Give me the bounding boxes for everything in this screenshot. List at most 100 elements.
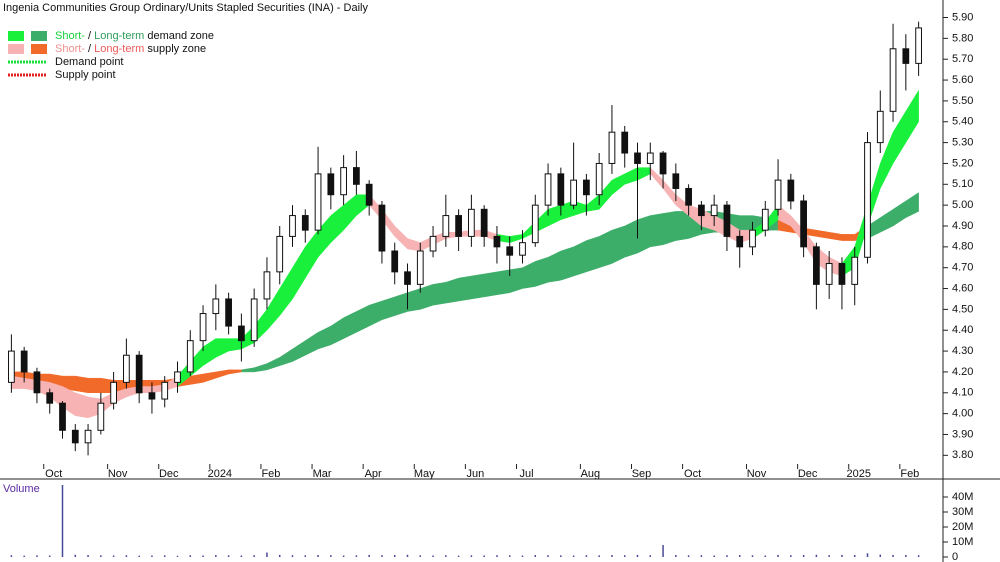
candle-body (340, 167, 347, 196)
candle-body (455, 215, 462, 237)
candle-body (378, 204, 386, 252)
y-tick-label: 4.30 (952, 345, 973, 357)
candle-body (314, 173, 322, 231)
volume-bar (764, 555, 767, 557)
volume-bar (23, 555, 25, 557)
candle-body (749, 229, 756, 248)
candle-body (276, 235, 284, 273)
candle-body (787, 179, 795, 202)
legend-swatch (31, 44, 47, 54)
y-tick-label: 40M (952, 491, 973, 503)
x-tick-label: Oct (45, 468, 62, 480)
candle-body (685, 187, 692, 206)
y-tick-label: 5.90 (952, 11, 973, 23)
candle-body (174, 371, 181, 383)
volume-bar (866, 553, 869, 557)
candle-body (135, 354, 143, 394)
y-tick-label: 4.90 (952, 220, 973, 232)
candle-body (468, 208, 475, 237)
y-tick-label: 5.20 (952, 157, 973, 169)
candle-body (46, 392, 54, 404)
volume-bar (496, 555, 498, 557)
candle-body (889, 48, 897, 112)
candle-body (148, 392, 156, 400)
x-tick-label: 2025 (846, 468, 870, 480)
volume-bar (726, 555, 728, 557)
candle-body (544, 173, 552, 206)
volume-bar (598, 555, 600, 557)
candle-body (531, 204, 539, 244)
volume-bar (815, 554, 818, 557)
volume-bar (560, 555, 562, 557)
volume-bar (163, 555, 166, 557)
legend-demand: Short- / Long-term demand zone (55, 30, 214, 42)
candle-body (710, 204, 718, 217)
volume-bar (879, 554, 882, 557)
volume-bar (521, 555, 524, 557)
volume-bar (368, 554, 370, 557)
x-tick-label: Nov (747, 468, 767, 480)
candle-body (263, 271, 271, 300)
x-tick-label: Mar (313, 468, 332, 480)
volume-bar (905, 555, 907, 557)
volume-bar (151, 555, 153, 557)
y-tick-label: 4.00 (952, 408, 973, 420)
legend-text: demand zone (147, 30, 214, 42)
volume-bar (138, 555, 140, 557)
volume-bar (342, 555, 345, 557)
volume-bar (227, 555, 230, 557)
volume-bar (508, 555, 511, 557)
volume-bar (585, 555, 588, 557)
volume-bar (61, 485, 64, 557)
candle-body (71, 429, 79, 444)
volume-bar (687, 555, 690, 557)
candle-body (250, 298, 258, 342)
candle-body (659, 152, 667, 175)
y-tick-label: 10M (952, 536, 973, 548)
candle-body (621, 131, 629, 154)
volume-bar (636, 554, 639, 557)
volume-bar (253, 555, 255, 557)
legend-text: Long-term (94, 30, 144, 42)
candle-body (353, 167, 360, 185)
candle-body (800, 200, 807, 248)
y-tick-label: 3.90 (952, 428, 973, 440)
volume-bar (445, 555, 447, 557)
zone (867, 192, 919, 239)
volume-bar (381, 555, 383, 557)
volume-bar (215, 555, 217, 557)
candle-body (838, 263, 846, 285)
candle-body (97, 402, 105, 431)
x-tick-label: Jun (467, 468, 485, 480)
volume-bar (278, 554, 281, 557)
volume-bar (125, 555, 128, 557)
volume-bar (406, 554, 409, 557)
candle-body (698, 204, 705, 217)
y-tick-label: 3.80 (952, 449, 973, 461)
legend: Short- / Long-term demand zone Short- / … (55, 30, 214, 81)
volume-bar (112, 555, 115, 557)
volume-bar (828, 555, 830, 557)
candle-body (199, 313, 207, 342)
candle-body (851, 256, 859, 285)
candle-body (84, 429, 92, 444)
y-tick-label: 4.70 (952, 262, 973, 274)
candle-body (915, 27, 922, 64)
candle-body (429, 235, 437, 252)
volume-bar (790, 555, 792, 557)
volume-bar (317, 555, 319, 557)
legend-text: / (88, 43, 92, 55)
candle-body (186, 340, 194, 373)
volume-bar (48, 555, 51, 557)
volume-bar (266, 552, 268, 557)
volume-label: Volume (3, 483, 40, 495)
y-tick-label: 5.00 (952, 199, 973, 211)
candle-body (493, 235, 501, 248)
volume-bar (419, 555, 422, 557)
volume-bar (330, 555, 332, 557)
candle-body (595, 162, 603, 196)
legend-supply-point: Supply point (55, 69, 116, 81)
y-tick-label: 5.60 (952, 74, 973, 86)
volume-bar (240, 555, 243, 557)
